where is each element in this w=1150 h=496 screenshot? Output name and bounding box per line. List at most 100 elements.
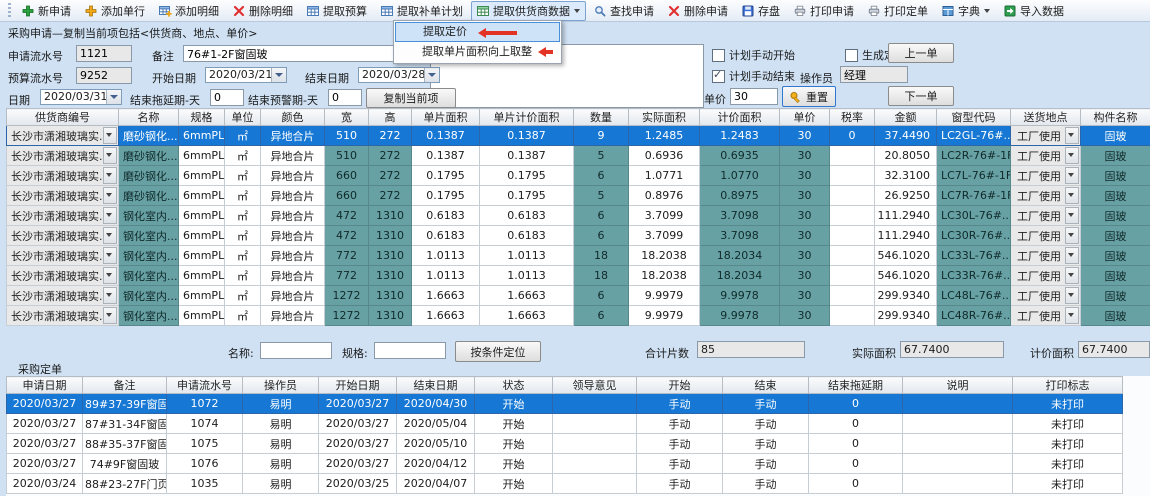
grid-column-header[interactable]: 颜色	[260, 108, 325, 126]
combo-arrow-icon[interactable]	[106, 90, 121, 104]
grid-column-header[interactable]: 结束	[722, 376, 809, 394]
grid-cell[interactable]: 长沙市潇湘玻璃实...	[6, 165, 119, 186]
grid-cell[interactable]: 工厂使用	[1010, 285, 1081, 306]
grid-column-header[interactable]: 数量	[573, 108, 629, 126]
grid-row[interactable]: 长沙市潇湘玻璃实...磨砂钢化...6mmPLE...㎡异地合片6602720.…	[6, 165, 1150, 186]
name-filter-input[interactable]	[260, 342, 332, 359]
remark-input[interactable]	[183, 45, 423, 62]
toolbar-button-delete-request[interactable]: 删除申请	[662, 1, 734, 21]
dropdown-arrow-icon[interactable]	[103, 167, 117, 184]
start-date-combobox[interactable]: 2020/03/21	[205, 67, 287, 83]
grid-column-header[interactable]: 实际面积	[628, 108, 700, 126]
dropdown-arrow-icon[interactable]	[103, 147, 117, 164]
grid-column-header[interactable]: 状态	[474, 376, 553, 394]
dropdown-arrow-icon[interactable]	[103, 247, 117, 264]
grid-cell[interactable]: 工厂使用	[1010, 185, 1081, 206]
toolbar-button-extract-supplement-plan[interactable]: 提取补单计划	[375, 1, 469, 21]
grid-cell[interactable]: 工厂使用	[1010, 305, 1081, 326]
grid-column-header[interactable]: 构件名称	[1080, 108, 1150, 126]
grid-cell[interactable]: 工厂使用	[1010, 245, 1081, 266]
reset-button[interactable]: 重置	[782, 86, 836, 107]
grid-row[interactable]: 2020/03/27 74#9F窗固玻 1076 易明 2020/03/27 2020/0…	[6, 453, 1123, 474]
grid-row[interactable]: 长沙市潇湘玻璃实...钢化室内...6mmPLE...㎡异地合片77213101…	[6, 245, 1150, 266]
grid-cell[interactable]: 长沙市潇湘玻璃实...	[6, 305, 119, 326]
grid-column-header[interactable]: 备注	[82, 376, 167, 394]
grid-column-header[interactable]: 高	[368, 108, 412, 126]
grid-column-header[interactable]: 计价面积	[699, 108, 780, 126]
grid-cell[interactable]: 工厂使用	[1010, 165, 1081, 186]
dropdown-arrow-icon[interactable]	[103, 287, 117, 304]
menu-item[interactable]: 提取单片面积向上取整	[395, 42, 560, 62]
grid-column-header[interactable]: 单片计价面积	[479, 108, 574, 126]
grid-column-header[interactable]: 宽	[324, 108, 369, 126]
grid-cell[interactable]: 长沙市潇湘玻璃实...	[6, 225, 119, 246]
grid-column-header[interactable]: 申请流水号	[166, 376, 243, 394]
unit-price-input[interactable]	[730, 88, 778, 105]
dropdown-arrow-icon[interactable]	[1065, 227, 1079, 244]
end-date-combobox[interactable]: 2020/03/28	[358, 67, 440, 83]
checkbox-box-icon[interactable]	[845, 48, 858, 62]
grid-row[interactable]: 2020/03/2488#23-27F门页玻1035易明2020/03/2520…	[6, 473, 1123, 494]
grid-row[interactable]: 2020/03/2788#35-37F窗固玻1075易明2020/03/2720…	[6, 433, 1123, 454]
grid-cell[interactable]: 工厂使用	[1010, 225, 1081, 246]
combo-arrow-icon[interactable]	[271, 68, 286, 82]
grid-row[interactable]: 长沙市潇湘玻璃实... 钢化室内...6mmPLE...㎡异地合片12721310…	[6, 305, 1150, 326]
next-order-button[interactable]: 下一单	[888, 86, 954, 106]
dropdown-arrow-icon[interactable]	[103, 267, 117, 284]
dropdown-arrow-icon[interactable]	[1065, 307, 1079, 324]
toolbar-button-print-order[interactable]: 打印定单	[862, 1, 934, 21]
grid-column-header[interactable]: 规格	[178, 108, 225, 126]
copy-current-button[interactable]: 复制当前项	[366, 88, 456, 108]
end-warning-input[interactable]	[328, 89, 362, 106]
dropdown-arrow-icon[interactable]	[103, 207, 117, 224]
grid-cell[interactable]: 长沙市潇湘玻璃实...	[6, 245, 119, 266]
grid-column-header[interactable]: 窗型代码	[936, 108, 1011, 126]
grid-column-header[interactable]: 申请日期	[6, 376, 83, 394]
grid-row[interactable]: 长沙市潇湘玻璃实...钢化室内...6mmPLE...㎡异地合片47213100…	[6, 225, 1150, 246]
toolbar-button-import-data[interactable]: 导入数据	[998, 1, 1070, 21]
checkbox-box-icon[interactable]	[712, 48, 725, 62]
dropdown-arrow-icon[interactable]	[1065, 187, 1079, 204]
grid-column-header[interactable]: 金额	[874, 108, 937, 126]
grid-column-header[interactable]: 名称	[118, 108, 179, 126]
locate-by-condition-button[interactable]: 按条件定位	[455, 341, 541, 362]
date-combobox[interactable]: 2020/03/31	[40, 89, 122, 105]
grid-row[interactable]: 长沙市潇湘玻璃实...磨砂钢化...6mmPLE...㎡异地合片5102720.…	[6, 145, 1150, 166]
toolbar-button-dictionary[interactable]: 字典	[936, 1, 996, 21]
budget-no-input[interactable]	[76, 67, 132, 84]
operator-input[interactable]	[840, 66, 908, 83]
grid-column-header[interactable]: 税率	[829, 108, 875, 126]
toolbar-button-print-request[interactable]: 打印申请	[788, 1, 860, 21]
grid-cell[interactable]: 长沙市潇湘玻璃实...	[6, 145, 119, 166]
manual-start-checkbox[interactable]: 计划手动开始	[712, 47, 795, 63]
combo-arrow-icon[interactable]	[424, 68, 439, 82]
grid-row[interactable]: 长沙市潇湘玻璃实...钢化室内...6mmPLE...㎡异地合片77213101…	[6, 265, 1150, 286]
dropdown-arrow-icon[interactable]	[103, 187, 117, 204]
grid-cell[interactable]: 长沙市潇湘玻璃实...	[6, 265, 119, 286]
grid-cell[interactable]: 长沙市潇湘玻璃实...	[6, 185, 119, 206]
dropdown-arrow-icon[interactable]	[1065, 167, 1079, 184]
dropdown-arrow-icon[interactable]	[103, 127, 117, 144]
grid-column-header[interactable]: 单位	[224, 108, 261, 126]
grid-cell[interactable]: 工厂使用	[1010, 125, 1081, 146]
end-delay-input[interactable]	[210, 89, 244, 106]
grid-column-header[interactable]: 开始日期	[318, 376, 397, 394]
grid-column-header[interactable]: 结束日期	[396, 376, 475, 394]
manual-end-checkbox[interactable]: 计划手动结束	[712, 68, 795, 84]
toolbar-button-extract-supplier-data[interactable]: 提取供货商数据	[471, 0, 586, 21]
grid-row[interactable]: 长沙市潇湘玻璃实...磨砂钢化...6mmPLE...㎡异地合片5102720.…	[6, 125, 1150, 146]
dropdown-arrow-icon[interactable]	[103, 227, 117, 244]
spec-filter-input[interactable]	[374, 342, 446, 359]
grid-cell[interactable]: 工厂使用	[1010, 205, 1081, 226]
dropdown-arrow-icon[interactable]	[1065, 267, 1079, 284]
grid-row[interactable]: 长沙市潇湘玻璃实... 钢化室内...6mmPLE...㎡异地合片12721310…	[6, 285, 1150, 306]
grid-column-header[interactable]: 送货地点	[1010, 108, 1081, 126]
grid-row[interactable]: 长沙市潇湘玻璃实...磨砂钢化...6mmPLE...㎡异地合片6602720.…	[6, 185, 1150, 206]
dropdown-arrow-icon[interactable]	[1065, 127, 1079, 144]
grid-cell[interactable]: 工厂使用	[1010, 265, 1081, 286]
dropdown-arrow-icon[interactable]	[1065, 207, 1079, 224]
previous-order-button[interactable]: 上一单	[888, 43, 954, 63]
grid-row[interactable]: 2020/03/2787#31-34F窗固玻1074易明2020/03/2720…	[6, 413, 1123, 434]
request-no-input[interactable]	[76, 45, 132, 62]
grid-column-header[interactable]: 结束拖延期	[808, 376, 903, 394]
